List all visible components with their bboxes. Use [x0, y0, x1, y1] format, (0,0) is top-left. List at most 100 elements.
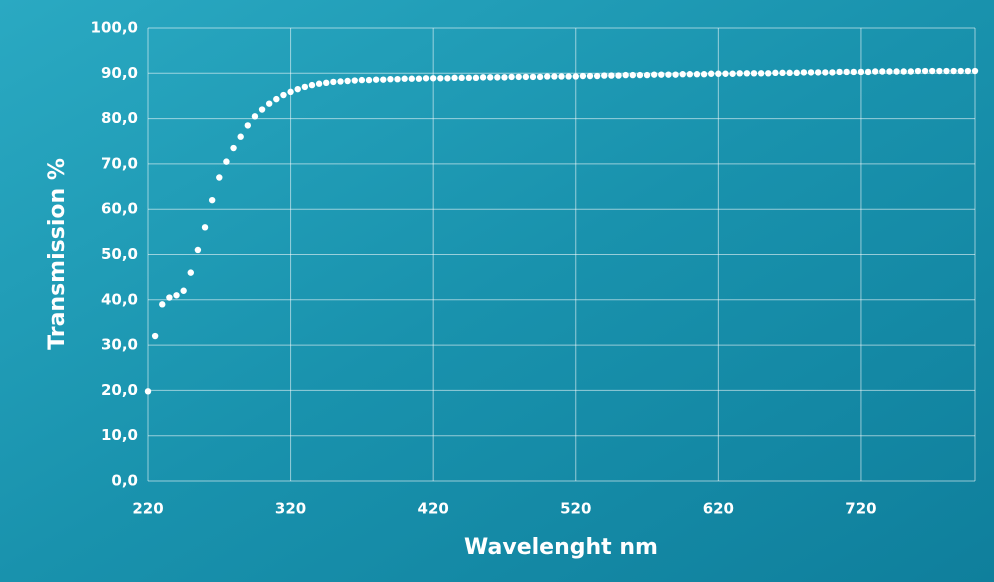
- data-point: [901, 68, 907, 74]
- data-point: [922, 68, 928, 74]
- data-point: [843, 69, 849, 75]
- data-point: [309, 82, 315, 88]
- data-point: [195, 247, 201, 253]
- data-point: [394, 76, 400, 82]
- data-point: [751, 70, 757, 76]
- data-point: [444, 75, 450, 81]
- data-point: [508, 74, 514, 80]
- data-point: [230, 145, 236, 151]
- data-point: [637, 72, 643, 78]
- data-point: [851, 69, 857, 75]
- data-point: [216, 174, 222, 180]
- data-point: [672, 71, 678, 77]
- x-tick-label: 220: [132, 500, 163, 518]
- data-point: [779, 70, 785, 76]
- background: [0, 0, 994, 582]
- data-point: [252, 113, 258, 119]
- data-point: [423, 75, 429, 81]
- data-point: [958, 68, 964, 74]
- data-point: [687, 71, 693, 77]
- data-point: [972, 68, 978, 74]
- data-point: [886, 68, 892, 74]
- data-point: [259, 106, 265, 112]
- data-point: [223, 158, 229, 164]
- data-point: [794, 70, 800, 76]
- data-point: [237, 134, 243, 140]
- data-point: [537, 74, 543, 80]
- data-point: [943, 68, 949, 74]
- data-point: [829, 69, 835, 75]
- data-point: [544, 73, 550, 79]
- x-tick-label: 520: [560, 500, 591, 518]
- data-point: [865, 69, 871, 75]
- data-point: [786, 70, 792, 76]
- data-point: [273, 96, 279, 102]
- data-point: [665, 71, 671, 77]
- data-point: [359, 77, 365, 83]
- data-point: [701, 71, 707, 77]
- data-point: [152, 333, 158, 339]
- data-point: [558, 73, 564, 79]
- data-point: [679, 71, 685, 77]
- y-tick-label: 50,0: [101, 245, 138, 263]
- data-point: [352, 77, 358, 83]
- data-point: [473, 75, 479, 81]
- data-point: [936, 68, 942, 74]
- data-point: [202, 224, 208, 230]
- data-point: [644, 72, 650, 78]
- data-point: [416, 76, 422, 82]
- data-point: [516, 74, 522, 80]
- data-point: [708, 71, 714, 77]
- data-point: [929, 68, 935, 74]
- data-point: [694, 71, 700, 77]
- data-point: [344, 78, 350, 84]
- y-tick-label: 90,0: [101, 64, 138, 82]
- data-point: [601, 72, 607, 78]
- y-tick-label: 40,0: [101, 290, 138, 308]
- data-point: [573, 73, 579, 79]
- data-point: [330, 79, 336, 85]
- data-point: [166, 294, 172, 300]
- y-tick-label: 0,0: [111, 472, 138, 490]
- data-point: [180, 288, 186, 294]
- data-point: [836, 69, 842, 75]
- data-point: [715, 71, 721, 77]
- data-point: [266, 100, 272, 106]
- y-tick-label: 10,0: [101, 426, 138, 444]
- data-point: [387, 76, 393, 82]
- data-point: [622, 72, 628, 78]
- data-point: [630, 72, 636, 78]
- data-point: [494, 74, 500, 80]
- data-point: [530, 74, 536, 80]
- y-tick-label: 80,0: [101, 109, 138, 127]
- y-axis-label: Transmission %: [45, 158, 70, 350]
- data-point: [608, 72, 614, 78]
- data-point: [501, 74, 507, 80]
- data-point: [615, 72, 621, 78]
- data-point: [430, 75, 436, 81]
- data-point: [302, 84, 308, 90]
- y-tick-label: 20,0: [101, 381, 138, 399]
- data-point: [594, 73, 600, 79]
- x-tick-label: 620: [703, 500, 734, 518]
- data-point: [815, 69, 821, 75]
- data-point: [487, 74, 493, 80]
- data-point: [337, 78, 343, 84]
- data-point: [915, 68, 921, 74]
- y-tick-label: 60,0: [101, 200, 138, 218]
- data-point: [159, 301, 165, 307]
- data-point: [323, 80, 329, 86]
- data-point: [245, 122, 251, 128]
- data-point: [409, 76, 415, 82]
- data-point: [950, 68, 956, 74]
- data-point: [366, 77, 372, 83]
- data-point: [458, 75, 464, 81]
- data-point: [908, 68, 914, 74]
- data-point: [188, 269, 194, 275]
- x-tick-label: 720: [845, 500, 876, 518]
- x-axis-label: Wavelenght nm: [464, 535, 658, 560]
- data-point: [872, 68, 878, 74]
- data-point: [651, 71, 657, 77]
- chart: Wavelenght nm Transmission % 0,0 10,0 20,0…: [0, 0, 994, 582]
- data-point: [466, 75, 472, 81]
